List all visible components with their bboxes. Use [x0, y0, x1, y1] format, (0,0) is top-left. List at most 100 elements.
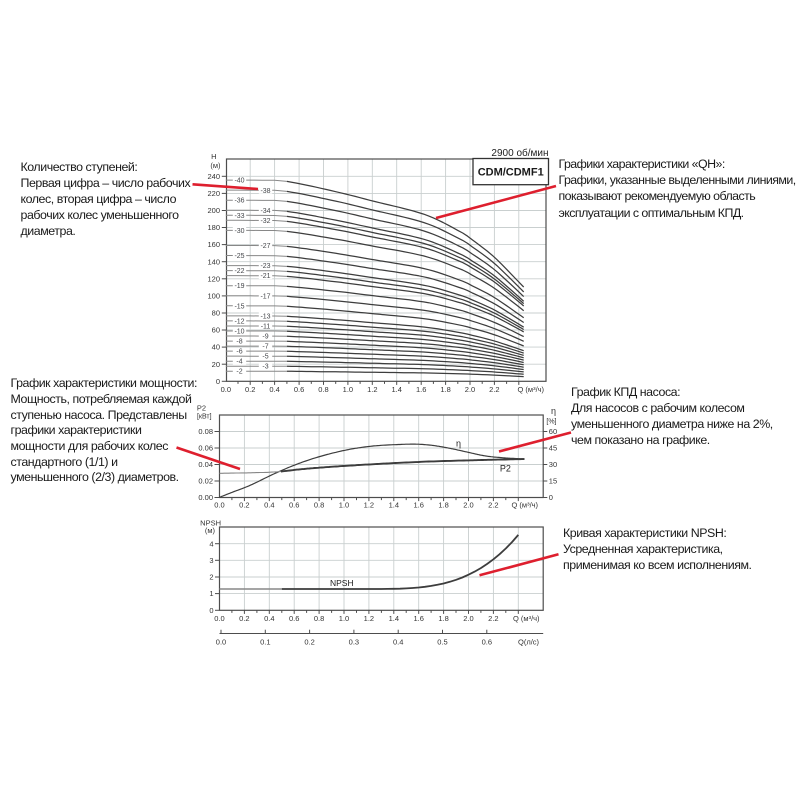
svg-text:80: 80	[212, 309, 220, 318]
svg-text:200: 200	[207, 206, 220, 215]
svg-text:0.0: 0.0	[214, 614, 224, 623]
svg-text:0.6: 0.6	[289, 614, 299, 623]
svg-text:0.6: 0.6	[482, 638, 492, 647]
svg-text:-3: -3	[262, 364, 268, 371]
svg-text:P2: P2	[500, 464, 511, 474]
svg-text:0: 0	[209, 606, 213, 615]
svg-text:1.6: 1.6	[416, 385, 426, 394]
svg-text:0.4: 0.4	[264, 501, 274, 510]
svg-text:-21: -21	[260, 273, 270, 280]
svg-text:Q (м³/ч): Q (м³/ч)	[518, 385, 545, 394]
svg-text:0.08: 0.08	[198, 427, 213, 436]
svg-text:0.3: 0.3	[349, 638, 359, 647]
svg-text:-10: -10	[234, 329, 244, 336]
svg-text:-33: -33	[234, 213, 244, 220]
svg-text:η: η	[456, 439, 461, 449]
svg-text:0.04: 0.04	[198, 460, 213, 469]
svg-text:-15: -15	[234, 303, 244, 310]
svg-text:-12: -12	[234, 318, 244, 325]
svg-text:15: 15	[549, 477, 557, 486]
svg-text:0.4: 0.4	[264, 614, 274, 623]
svg-text:-27: -27	[260, 243, 270, 250]
svg-text:1.6: 1.6	[413, 501, 423, 510]
svg-text:100: 100	[207, 292, 220, 301]
svg-text:-17: -17	[260, 293, 270, 300]
svg-text:0.4: 0.4	[269, 385, 279, 394]
svg-text:1.4: 1.4	[391, 385, 401, 394]
svg-text:180: 180	[207, 223, 220, 232]
svg-text:0: 0	[549, 493, 553, 502]
svg-text:3: 3	[209, 556, 213, 565]
svg-text:-11: -11	[261, 324, 271, 331]
svg-text:1.0: 1.0	[339, 501, 349, 510]
svg-text:-30: -30	[234, 228, 244, 235]
svg-text:2.0: 2.0	[463, 614, 473, 623]
svg-text:120: 120	[207, 274, 220, 283]
svg-text:0.06: 0.06	[198, 444, 213, 453]
svg-text:4: 4	[209, 539, 213, 548]
svg-text:1.2: 1.2	[367, 385, 377, 394]
svg-text:[кВт]: [кВт]	[197, 414, 212, 421]
svg-text:1: 1	[209, 589, 213, 598]
svg-text:1.6: 1.6	[413, 614, 423, 623]
svg-text:0.8: 0.8	[314, 614, 324, 623]
svg-text:140: 140	[207, 257, 220, 266]
svg-text:2.2: 2.2	[488, 501, 498, 510]
svg-text:NPSH: NPSH	[330, 578, 354, 588]
svg-text:0.8: 0.8	[318, 385, 328, 394]
svg-text:2.0: 2.0	[465, 385, 475, 394]
svg-text:-9: -9	[262, 334, 268, 341]
svg-text:[%]: [%]	[546, 419, 556, 426]
svg-text:NPSH: NPSH	[200, 519, 221, 528]
svg-text:-38: -38	[260, 188, 270, 195]
svg-text:0.2: 0.2	[304, 638, 314, 647]
svg-text:Q (м³/ч): Q (м³/ч)	[513, 614, 540, 623]
svg-text:-40: -40	[234, 178, 244, 185]
svg-text:1.4: 1.4	[389, 501, 399, 510]
svg-text:-32: -32	[260, 218, 270, 225]
svg-text:0.00: 0.00	[198, 493, 213, 502]
svg-text:2.0: 2.0	[463, 501, 473, 510]
svg-text:1.2: 1.2	[364, 614, 374, 623]
svg-text:-2: -2	[236, 369, 242, 376]
svg-text:H: H	[211, 152, 216, 161]
svg-text:220: 220	[207, 189, 220, 198]
svg-text:30: 30	[549, 460, 557, 469]
svg-text:(м): (м)	[210, 161, 221, 170]
svg-text:0.0: 0.0	[214, 501, 224, 510]
svg-text:-34: -34	[260, 208, 270, 215]
svg-text:1.8: 1.8	[438, 614, 448, 623]
svg-text:0.1: 0.1	[260, 638, 270, 647]
svg-text:-22: -22	[234, 268, 244, 275]
svg-text:0.0: 0.0	[216, 638, 226, 647]
svg-text:1.8: 1.8	[438, 501, 448, 510]
svg-text:1.4: 1.4	[389, 614, 399, 623]
svg-text:0.6: 0.6	[289, 501, 299, 510]
svg-text:-5: -5	[262, 354, 268, 361]
svg-text:Q (м³/ч): Q (м³/ч)	[512, 501, 539, 510]
svg-text:-4: -4	[236, 359, 242, 366]
svg-text:2.2: 2.2	[488, 614, 498, 623]
svg-text:0.0: 0.0	[221, 385, 231, 394]
svg-text:0.6: 0.6	[294, 385, 304, 394]
svg-text:160: 160	[207, 240, 220, 249]
svg-text:CDM/CDMF1: CDM/CDMF1	[478, 167, 544, 179]
svg-text:-23: -23	[260, 263, 270, 270]
svg-text:η: η	[551, 406, 556, 416]
svg-text:P2: P2	[197, 404, 206, 413]
svg-text:1.2: 1.2	[364, 501, 374, 510]
svg-text:(м): (м)	[205, 526, 216, 535]
svg-text:-7: -7	[262, 344, 268, 351]
svg-text:-36: -36	[234, 198, 244, 205]
svg-text:2.2: 2.2	[489, 385, 499, 394]
svg-text:0: 0	[216, 377, 220, 386]
svg-text:0.2: 0.2	[239, 614, 249, 623]
svg-text:60: 60	[549, 427, 557, 436]
svg-text:0.5: 0.5	[437, 638, 447, 647]
svg-text:-25: -25	[234, 253, 244, 260]
svg-text:0.2: 0.2	[245, 385, 255, 394]
svg-text:2900 об/мин: 2900 об/мин	[491, 147, 548, 159]
svg-text:240: 240	[207, 172, 220, 181]
svg-text:2: 2	[209, 573, 213, 582]
svg-text:-6: -6	[236, 349, 242, 356]
